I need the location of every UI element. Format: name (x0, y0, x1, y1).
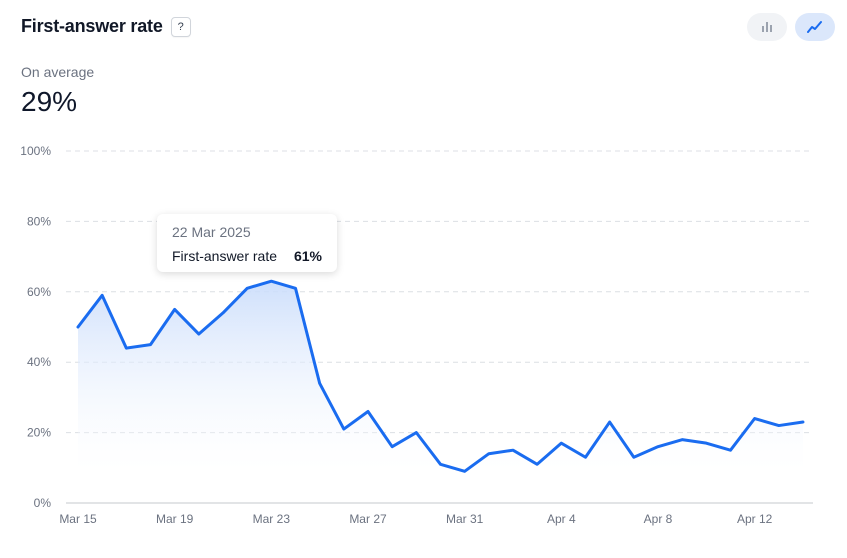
data-point[interactable] (293, 285, 299, 291)
data-point[interactable] (800, 419, 806, 425)
data-point[interactable] (268, 278, 274, 284)
data-point[interactable] (172, 306, 178, 312)
data-point[interactable] (655, 444, 661, 450)
data-point[interactable] (679, 437, 685, 443)
data-point[interactable] (317, 380, 323, 386)
chart-header: First-answer rate ? (21, 16, 191, 37)
average-label: On average (21, 64, 95, 80)
data-point[interactable] (220, 310, 226, 316)
data-point[interactable] (510, 447, 516, 453)
bar-chart-icon (762, 22, 772, 32)
data-point[interactable] (607, 419, 613, 425)
y-tick-label: 60% (27, 285, 51, 299)
y-tick-label: 80% (27, 214, 51, 228)
data-point[interactable] (728, 447, 734, 453)
data-point[interactable] (438, 461, 444, 467)
data-point[interactable] (389, 444, 395, 450)
x-tick-label: Mar 23 (253, 512, 291, 526)
data-point[interactable] (486, 451, 492, 457)
data-point[interactable] (365, 408, 371, 414)
data-point[interactable] (196, 331, 202, 337)
data-point[interactable] (148, 342, 154, 348)
data-point[interactable] (244, 285, 250, 291)
tooltip-series-label: First-answer rate (172, 248, 278, 264)
data-point[interactable] (752, 416, 758, 422)
x-tick-label: Apr 12 (737, 512, 773, 526)
tooltip-value: 61% (293, 248, 322, 264)
x-tick-label: Mar 15 (59, 512, 97, 526)
y-tick-label: 0% (34, 496, 52, 510)
x-tick-label: Apr 8 (644, 512, 673, 526)
x-tick-label: Mar 27 (349, 512, 387, 526)
tooltip-date: 22 Mar 2025 (172, 224, 251, 240)
chart-tooltip: 22 Mar 2025 First-answer rate 61% (157, 214, 337, 272)
y-tick-label: 40% (27, 355, 51, 369)
data-point[interactable] (123, 345, 129, 351)
line-chart-icon (807, 21, 822, 33)
x-tick-label: Mar 19 (156, 512, 194, 526)
data-point[interactable] (631, 454, 637, 460)
data-point[interactable] (583, 454, 589, 460)
data-point[interactable] (99, 292, 105, 298)
data-point[interactable] (558, 440, 564, 446)
help-icon[interactable]: ? (170, 16, 191, 37)
y-tick-label: 20% (27, 426, 51, 440)
line-view-toggle[interactable] (795, 13, 835, 41)
data-point[interactable] (75, 324, 81, 330)
chart-title: First-answer rate (21, 16, 163, 36)
data-point[interactable] (703, 440, 709, 446)
data-point[interactable] (413, 430, 419, 436)
y-tick-label: 100% (20, 144, 51, 158)
series-line (76, 279, 805, 473)
data-point[interactable] (776, 423, 782, 429)
average-value: 29% (21, 86, 78, 117)
tooltip-row: First-answer rate 61% (172, 248, 322, 264)
series-area (78, 281, 803, 472)
data-point[interactable] (341, 426, 347, 432)
data-point[interactable] (462, 468, 468, 474)
bar-view-toggle[interactable] (747, 13, 787, 41)
x-tick-label: Apr 4 (547, 512, 576, 526)
data-point[interactable] (534, 461, 540, 467)
x-tick-label: Mar 31 (446, 512, 484, 526)
